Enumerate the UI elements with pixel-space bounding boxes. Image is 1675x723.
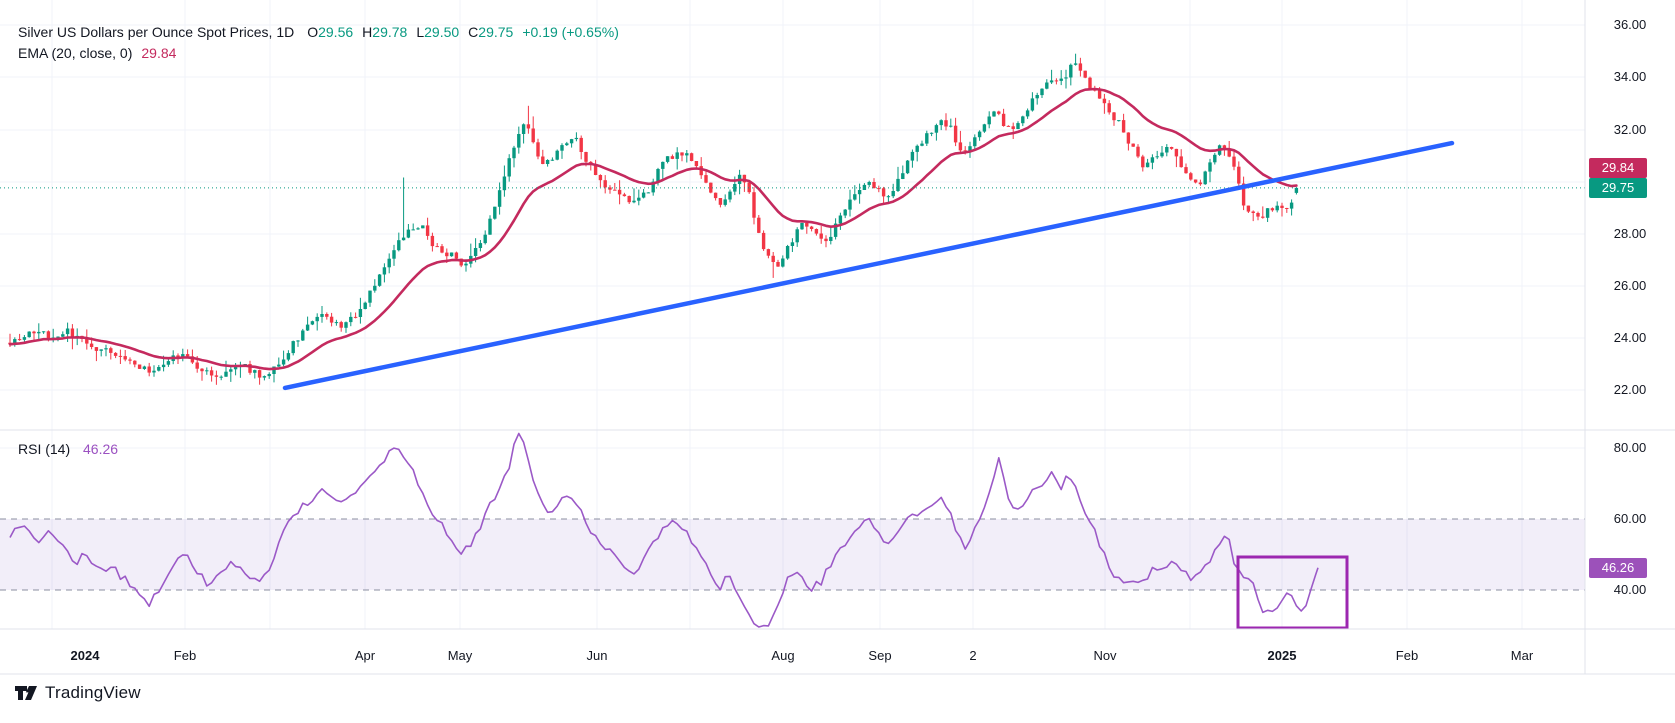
- price-axis-label: 34.00: [1613, 69, 1647, 84]
- change-value: +0.19 (+0.65%): [522, 23, 619, 40]
- time-axis-label: Sep: [868, 648, 892, 663]
- rsi-axis-label: 80.00: [1613, 440, 1647, 455]
- footer: TradingView: [14, 680, 141, 706]
- rsi-axis-label: 40.00: [1613, 582, 1647, 597]
- time-axis-label: Aug: [771, 648, 795, 663]
- candlestick-series: [8, 53, 1299, 385]
- ema-label: EMA (20, close, 0): [18, 44, 133, 61]
- time-axis-label: Apr: [354, 648, 376, 663]
- ema-price-badge: 29.84: [1589, 158, 1647, 178]
- price-axis-label: 22.00: [1613, 382, 1647, 397]
- low-label: L: [416, 23, 425, 40]
- ema-value: 29.84: [141, 44, 177, 61]
- close-label: C: [468, 23, 479, 40]
- rsi-label: RSI (14): [18, 441, 71, 457]
- tradingview-logo-icon: [15, 686, 37, 700]
- time-axis-label: 2025: [1267, 648, 1297, 663]
- ema-line[interactable]: [8, 87, 1298, 371]
- rsi-rectangle-drawing[interactable]: [1236, 555, 1349, 630]
- rsi-axis-label: 60.00: [1613, 511, 1647, 526]
- time-axis-label: Jun: [586, 648, 608, 663]
- price-axis-label: 26.00: [1613, 278, 1647, 293]
- pane-borders: [0, 0, 1675, 675]
- high-label: H: [362, 23, 373, 40]
- time-axis-strip[interactable]: [0, 629, 1675, 674]
- time-axis-label: Feb: [173, 648, 197, 663]
- gridlines: [0, 0, 1585, 629]
- tradingview-brand-text: TradingView: [45, 683, 141, 702]
- symbol-title: Silver US Dollars per Ounce Spot Prices,…: [18, 23, 295, 40]
- open-value: 29.56: [318, 23, 354, 40]
- price-axis-label: 28.00: [1613, 226, 1647, 241]
- last-price-badge: 29.75: [1589, 178, 1647, 198]
- price-axis-label: 24.00: [1613, 330, 1647, 345]
- rsi-band: [0, 518, 1585, 591]
- time-axis-label: Feb: [1395, 648, 1419, 663]
- time-axis-label: Nov: [1093, 648, 1117, 663]
- close-value: 29.75: [478, 23, 514, 40]
- price-axis-label: 32.00: [1613, 122, 1647, 137]
- trendline-drawing[interactable]: [282, 140, 1455, 391]
- high-value: 29.78: [372, 23, 408, 40]
- symbol-legend-row[interactable]: Silver US Dollars per Ounce Spot Prices,…: [18, 21, 619, 42]
- price-axis-label: 36.00: [1613, 17, 1647, 32]
- open-label: O: [307, 23, 319, 40]
- rsi-value-badge: 46.26: [1589, 558, 1647, 578]
- time-axis-label: May: [447, 648, 473, 663]
- time-axis-label: 2: [969, 648, 977, 663]
- time-axis-label: 2024: [70, 648, 100, 663]
- time-axis-label: Mar: [1510, 648, 1534, 663]
- rsi-legend-row[interactable]: RSI (14) 46.26: [18, 441, 118, 457]
- rsi-line[interactable]: [9, 432, 1319, 628]
- legend: Silver US Dollars per Ounce Spot Prices,…: [18, 21, 619, 63]
- ema-legend-row[interactable]: EMA (20, close, 0) 29.84: [18, 42, 619, 63]
- low-value: 29.50: [424, 23, 460, 40]
- tradingview-logo[interactable]: TradingView: [14, 683, 141, 703]
- rsi-value: 46.26: [83, 441, 119, 457]
